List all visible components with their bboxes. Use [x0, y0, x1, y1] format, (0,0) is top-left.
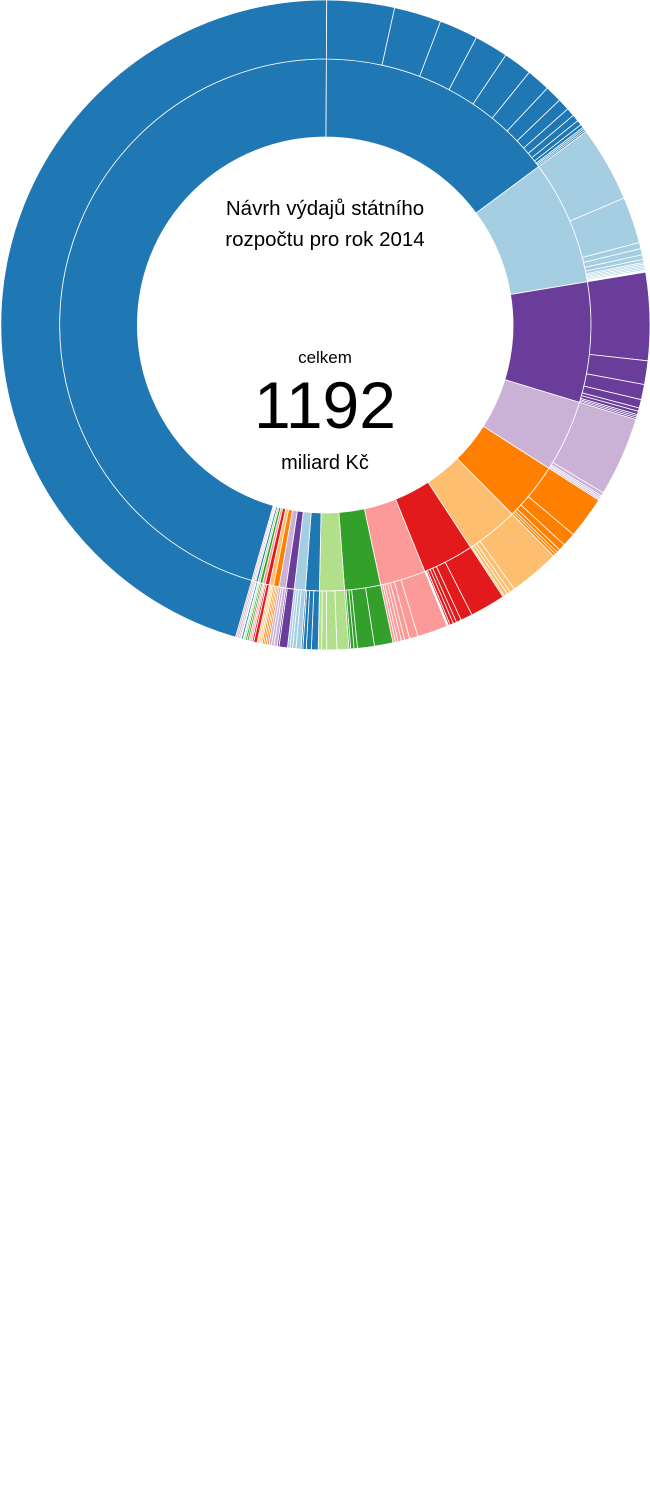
sunburst-svg — [0, 0, 650, 650]
outer-segment-24-0 — [234, 580, 254, 639]
outer-ring — [0, 0, 650, 650]
chart-title-line-2: rozpočtu pro rok 2014 — [225, 228, 425, 251]
outer-segment-0-0 — [0, 0, 328, 650]
sunburst-chart: Návrh výdajů státního rozpočtu pro rok 2… — [0, 0, 650, 650]
inner-ring — [59, 58, 592, 592]
total-caption: celkem — [298, 348, 352, 367]
outer-segment-10-1 — [325, 590, 338, 650]
total-unit: miliard Kč — [281, 452, 369, 474]
outer-segment-3-0 — [587, 271, 650, 362]
total-value: 1192 — [254, 368, 396, 442]
chart-title-line-1: Návrh výdajů státního — [225, 197, 425, 220]
